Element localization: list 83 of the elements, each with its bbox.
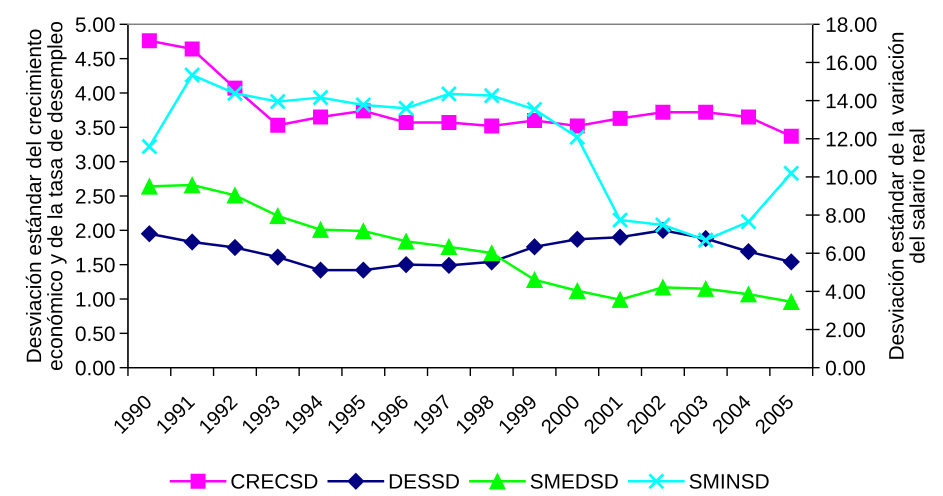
y-tick-label: 2.00 bbox=[76, 223, 115, 238]
y2-tick-label: 18.00 bbox=[826, 17, 876, 32]
y-tick-label: 4.00 bbox=[75, 86, 115, 101]
y2-tick-label: 6.00 bbox=[826, 246, 865, 261]
point bbox=[398, 115, 414, 130]
y2-tick-label: 0.00 bbox=[826, 360, 865, 376]
point bbox=[355, 96, 372, 114]
point bbox=[142, 33, 157, 48]
point bbox=[184, 42, 200, 57]
point bbox=[526, 238, 543, 256]
point bbox=[740, 243, 757, 260]
y2-axis-title: Desviación estándar de la variación del salario real bbox=[888, 32, 925, 359]
point bbox=[612, 292, 628, 308]
point bbox=[140, 225, 158, 242]
point bbox=[312, 89, 329, 106]
point bbox=[398, 100, 414, 117]
y2-tick-label: 12.00 bbox=[826, 132, 876, 147]
point bbox=[483, 87, 500, 104]
point bbox=[226, 239, 244, 256]
point bbox=[270, 208, 286, 224]
point bbox=[184, 66, 200, 84]
point bbox=[782, 254, 800, 270]
y2-tick-label: 4.00 bbox=[826, 284, 865, 300]
point bbox=[440, 256, 458, 274]
legend-label: SMEDSD bbox=[530, 474, 618, 489]
point bbox=[355, 222, 372, 240]
point bbox=[269, 93, 286, 110]
y-tick-label: 0.50 bbox=[76, 326, 115, 342]
point bbox=[226, 85, 244, 102]
point bbox=[398, 233, 414, 250]
y2-tick-label: 8.00 bbox=[826, 208, 865, 223]
point bbox=[740, 286, 757, 302]
point bbox=[568, 128, 586, 146]
y2-tick-label: 10.00 bbox=[826, 170, 876, 185]
legend-label: DESSD bbox=[390, 474, 459, 489]
y-tick-label: 0.00 bbox=[76, 360, 115, 376]
y-axis-title: Desviación estándar del crecimiento económico y de la tasa de desempleo bbox=[26, 22, 67, 370]
point bbox=[270, 118, 286, 133]
point bbox=[440, 86, 458, 102]
y2-tick-label: 2.00 bbox=[826, 322, 865, 338]
point bbox=[654, 279, 672, 296]
point bbox=[784, 128, 799, 144]
point bbox=[226, 187, 244, 204]
point bbox=[441, 115, 456, 130]
y-tick-label: 1.00 bbox=[76, 292, 115, 307]
y-tick-label: 3.00 bbox=[76, 154, 115, 170]
point bbox=[612, 110, 628, 126]
point bbox=[698, 280, 714, 297]
y-tick-label: 3.50 bbox=[76, 120, 115, 136]
point bbox=[484, 118, 500, 134]
point bbox=[269, 248, 286, 266]
point bbox=[141, 178, 158, 195]
point bbox=[526, 272, 543, 288]
y-tick-label: 4.50 bbox=[75, 52, 115, 66]
point bbox=[654, 216, 672, 234]
y-tick-label: 2.50 bbox=[76, 188, 115, 204]
point bbox=[569, 282, 586, 299]
point bbox=[612, 212, 628, 228]
y-tick-label: 1.50 bbox=[76, 258, 115, 272]
point bbox=[740, 110, 756, 125]
point bbox=[612, 228, 629, 246]
point bbox=[184, 234, 201, 250]
point bbox=[312, 221, 329, 238]
point bbox=[526, 101, 543, 118]
point bbox=[655, 104, 670, 120]
point bbox=[354, 262, 372, 279]
point bbox=[740, 213, 757, 230]
point bbox=[312, 262, 329, 279]
point bbox=[698, 104, 714, 120]
legend-label: SMINSD bbox=[690, 474, 769, 489]
y2-tick-label: 14.00 bbox=[826, 94, 876, 108]
point bbox=[184, 176, 200, 194]
point bbox=[568, 230, 586, 248]
point bbox=[141, 138, 158, 155]
y2-tick-label: 16.00 bbox=[826, 55, 876, 70]
point bbox=[484, 244, 500, 262]
point bbox=[783, 294, 800, 310]
y-tick-label: 5.00 bbox=[76, 17, 115, 32]
point bbox=[782, 164, 800, 182]
point bbox=[440, 238, 458, 256]
legend-label: CRECSD bbox=[231, 474, 318, 489]
point bbox=[313, 110, 328, 125]
point bbox=[398, 256, 415, 274]
